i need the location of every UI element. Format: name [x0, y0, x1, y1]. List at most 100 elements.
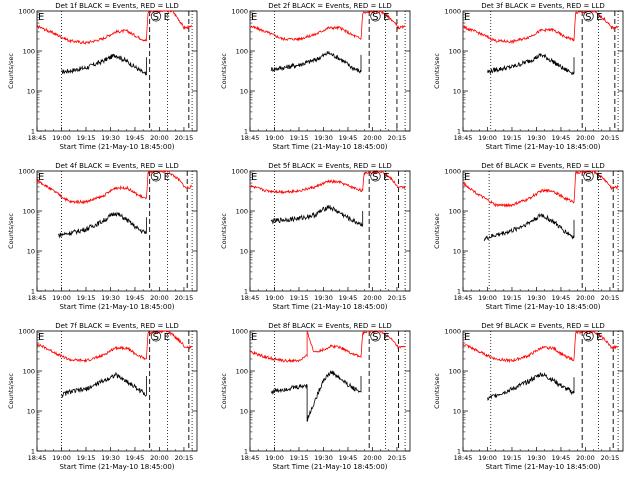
- x-axis-label: Start Time (21-May-10 18:45:00): [485, 143, 600, 151]
- x-tick-label: 19:30: [314, 454, 333, 462]
- end-flag-label: E: [383, 12, 389, 23]
- y-tick-label: 1000: [18, 328, 35, 336]
- x-tick-label: 19:45: [126, 454, 145, 462]
- y-tick-label: 1: [244, 288, 248, 296]
- plot-frame: [36, 10, 198, 132]
- end-flag-label: E: [383, 332, 389, 343]
- start-flag-label: S: [372, 12, 378, 23]
- x-tick-label: 19:00: [478, 134, 497, 142]
- x-tick-label: 18:45: [241, 294, 260, 302]
- start-flag-circle: [150, 171, 162, 182]
- chart-panel-4: Det 4f BLACK = Events, RED = LLD 1 10 100 10…: [7, 162, 198, 311]
- x-tick-label: 20:00: [150, 134, 169, 142]
- lld-series-line: [249, 9, 406, 42]
- end-flag-label: E: [596, 12, 602, 23]
- x-tick-label: 18:45: [28, 294, 47, 302]
- x-tick-label: 20:15: [388, 294, 407, 302]
- panel-title: Det 6f BLACK = Events, RED = LLD: [481, 162, 604, 170]
- start-flag-label: S: [153, 12, 159, 23]
- panel-title: Det 1f BLACK = Events, RED = LLD: [55, 2, 178, 10]
- lld-series-line: [462, 10, 619, 45]
- end-flag-label: E: [596, 172, 602, 183]
- x-tick-label: 20:15: [388, 134, 407, 142]
- chart-panel-8: Det 8f BLACK = Events, RED = LLD 1 10 100 10…: [220, 322, 411, 471]
- y-tick-label: 10: [453, 248, 461, 256]
- x-tick-label: 18:45: [454, 294, 473, 302]
- events-series-line: [61, 53, 147, 76]
- x-tick-label: 19:30: [527, 134, 546, 142]
- plot-frame: [462, 10, 624, 132]
- y-axis-label: Counts/sec: [220, 373, 228, 409]
- x-tick-label: 20:00: [363, 454, 382, 462]
- x-tick-label: 19:00: [52, 454, 71, 462]
- y-tick-label: 1000: [231, 168, 248, 176]
- y-tick-label: 1: [457, 288, 461, 296]
- x-tick-label: 18:45: [28, 134, 47, 142]
- end-flag-label-left: E: [251, 332, 257, 343]
- lld-series-line: [36, 9, 193, 45]
- x-tick-label: 20:15: [175, 454, 194, 462]
- chart-panel-9: Det 9f BLACK = Events, RED = LLD 1 10 100 10…: [433, 322, 624, 471]
- end-flag-label-left: E: [251, 12, 257, 23]
- events-series-line: [61, 371, 147, 399]
- plot-frame: [36, 170, 198, 292]
- x-tick-label: 20:15: [388, 454, 407, 462]
- lld-series-line: [462, 169, 619, 208]
- y-tick-label: 100: [236, 368, 248, 376]
- start-flag-label: S: [372, 172, 378, 183]
- lld-series-line: [36, 329, 193, 364]
- x-tick-label: 18:45: [28, 454, 47, 462]
- start-flag-label: S: [585, 332, 591, 343]
- plot-frame: [249, 10, 411, 132]
- lld-series-line: [462, 330, 619, 364]
- panel-title: Det 4f BLACK = Events, RED = LLD: [55, 162, 178, 170]
- panel-title: Det 5f BLACK = Events, RED = LLD: [268, 162, 391, 170]
- panel-title: Det 3f BLACK = Events, RED = LLD: [481, 2, 604, 10]
- events-series-line: [483, 213, 575, 242]
- panel-title: Det 8f BLACK = Events, RED = LLD: [268, 322, 391, 330]
- y-tick-label: 100: [23, 208, 35, 216]
- events-series-line: [487, 52, 575, 76]
- start-flag-circle: [370, 11, 381, 22]
- y-tick-label: 1: [31, 288, 35, 296]
- start-flag-circle: [150, 331, 162, 342]
- y-tick-label: 100: [449, 208, 461, 216]
- start-flag-label: S: [153, 332, 159, 343]
- plot-frame: [462, 330, 624, 452]
- x-tick-label: 18:45: [241, 454, 260, 462]
- plot-frame: [249, 330, 411, 452]
- x-tick-label: 19:45: [339, 454, 358, 462]
- plot-frame: [36, 330, 198, 452]
- y-tick-label: 1: [457, 448, 461, 456]
- start-flag-circle: [150, 11, 162, 22]
- x-tick-label: 20:00: [150, 294, 169, 302]
- x-tick-label: 20:00: [363, 134, 382, 142]
- end-flag-label-left: E: [464, 172, 470, 183]
- chart-panel-2: Det 2f BLACK = Events, RED = LLD 1 10 100 10…: [220, 2, 411, 151]
- events-series-line: [57, 211, 147, 239]
- x-tick-label: 19:15: [77, 294, 96, 302]
- y-axis-label: Counts/sec: [7, 53, 15, 89]
- end-flag-label: E: [164, 12, 170, 23]
- y-tick-label: 100: [449, 368, 461, 376]
- end-flag-label: E: [383, 172, 389, 183]
- y-tick-label: 100: [236, 48, 248, 56]
- y-axis-label: Counts/sec: [7, 373, 15, 409]
- y-tick-label: 1000: [18, 168, 35, 176]
- start-flag-circle: [370, 331, 381, 342]
- y-axis-label: Counts/sec: [220, 53, 228, 89]
- end-flag-label-left: E: [464, 12, 470, 23]
- end-flag-label: E: [164, 332, 170, 343]
- y-axis-label: Counts/sec: [220, 213, 228, 249]
- x-axis-label: Start Time (21-May-10 18:45:00): [59, 463, 174, 471]
- events-series-line: [270, 370, 362, 422]
- chart-panel-7: Det 7f BLACK = Events, RED = LLD 1 10 100 10…: [7, 322, 198, 471]
- start-flag-label: S: [585, 172, 591, 183]
- y-tick-label: 10: [27, 408, 35, 416]
- x-tick-label: 19:45: [126, 134, 145, 142]
- x-tick-label: 20:00: [576, 454, 595, 462]
- panel-title: Det 9f BLACK = Events, RED = LLD: [481, 322, 604, 330]
- x-tick-label: 19:30: [101, 454, 120, 462]
- x-tick-label: 20:15: [601, 294, 620, 302]
